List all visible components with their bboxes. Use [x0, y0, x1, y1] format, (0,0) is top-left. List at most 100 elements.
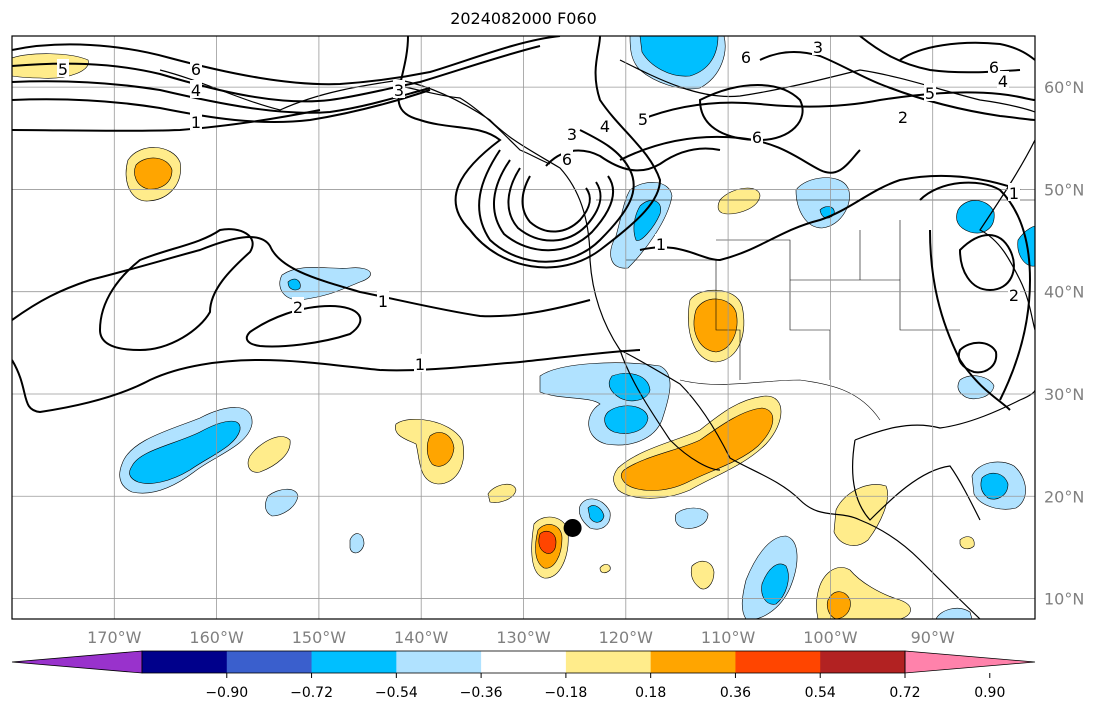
contour-label-bg — [997, 71, 1009, 89]
contour-label-bg — [897, 107, 909, 125]
colorbar-tick-label: 0.90 — [974, 685, 1005, 701]
colorbar-outline — [141, 650, 906, 674]
anomaly-positive — [426, 432, 455, 467]
coastlines — [159, 59, 1035, 619]
contour-label: 6 — [562, 150, 572, 169]
lon-tick-label: 120°W — [599, 628, 654, 647]
lon-tick-label: 100°W — [803, 628, 858, 647]
colorbar-tick-label: −0.90 — [205, 685, 248, 701]
anomaly-positive — [134, 157, 173, 190]
anomaly-negative — [129, 420, 241, 484]
contour-line — [12, 349, 641, 414]
contour-label: 1 — [1009, 184, 1019, 203]
colorbar-extend-low — [11, 650, 143, 674]
anomaly-negative — [587, 505, 605, 523]
anomaly-positive — [12, 53, 89, 79]
storm-marker — [563, 518, 582, 537]
contour-line — [639, 174, 1021, 262]
anomaly-positive — [538, 530, 557, 554]
contour-label-bg — [393, 80, 405, 98]
contour-label: 2 — [1009, 286, 1019, 305]
contour-label-bg — [1008, 183, 1020, 201]
lat-tick-label: 10°N — [1044, 590, 1084, 609]
contour-label-bg — [812, 37, 824, 55]
contour-label-bg — [190, 112, 202, 130]
contour-label: 5 — [58, 60, 68, 79]
colorbar-segment — [396, 651, 482, 673]
contour-label: 6 — [989, 58, 999, 77]
colorbar-tick-label: −0.36 — [460, 685, 503, 701]
lat-tick-label: 40°N — [1044, 283, 1084, 302]
anomaly-positive — [487, 483, 517, 503]
contour-line — [619, 135, 861, 174]
contour-label: 6 — [191, 60, 201, 79]
contour-label-bg — [561, 149, 573, 167]
contour-line — [12, 80, 431, 114]
map-title: 2024082000 F060 — [450, 9, 597, 28]
longitude-ticks: 170°W 160°W 150°W 140°W 130°W 120°W 110°W 100°W… — [87, 628, 955, 647]
contour-label: 4 — [191, 81, 201, 100]
anomaly-positive — [693, 298, 738, 353]
contour-label: 2 — [293, 298, 303, 317]
anomaly-positive — [959, 536, 975, 550]
contour-line — [12, 45, 541, 103]
gridlines — [12, 36, 1035, 619]
anomaly-positive — [717, 187, 761, 215]
contour-label-bg — [190, 59, 202, 77]
contour-label: 1 — [378, 292, 388, 311]
lon-tick-label: 130°W — [496, 628, 551, 647]
colorbar-segment — [481, 651, 567, 673]
contour-label: 4 — [600, 117, 610, 136]
contour-line — [98, 228, 254, 352]
colorbar-segment — [565, 651, 652, 673]
colorbar-tick-label: −0.18 — [544, 685, 587, 701]
anomaly-negative — [956, 200, 995, 234]
anomaly-negative — [349, 533, 365, 554]
lon-tick-label: 90°W — [911, 628, 955, 647]
anomaly-negative — [639, 36, 719, 77]
contour-line — [12, 236, 591, 321]
lon-tick-label: 160°W — [189, 628, 244, 647]
colorbar-tick-label: 0.36 — [720, 685, 751, 701]
colorbar: −0.90 −0.72 −0.54 −0.36 −0.18 0.18 0.36 0.54 0.7… — [11, 650, 1036, 701]
colorbar-tick-label: 0.54 — [805, 685, 836, 701]
contour-label-bg — [190, 80, 202, 98]
lat-tick-label: 50°N — [1044, 180, 1084, 199]
latitude-ticks: 10°N 20°N 30°N 40°N 50°N 60°N — [1044, 78, 1084, 608]
contour-label: 4 — [998, 72, 1008, 91]
contour-label: 3 — [813, 38, 823, 57]
contour-label: 6 — [752, 128, 762, 147]
colorbar-segment — [820, 651, 906, 673]
colorbar-tick-label: −0.54 — [375, 685, 418, 701]
contour-label-bg — [740, 47, 752, 65]
contour-label-bg — [637, 109, 649, 127]
colorbar-tick-label: 0.18 — [635, 685, 666, 701]
contour-line — [493, 159, 615, 252]
contour-label-bg — [414, 354, 426, 372]
contour-line — [12, 89, 431, 124]
contour-line — [521, 175, 591, 233]
contour-line — [12, 36, 561, 86]
contour-label-bg — [1008, 285, 1020, 303]
contour-label-bg — [57, 59, 69, 77]
contour-line — [478, 129, 635, 263]
contour-label: 1 — [415, 355, 425, 374]
lat-tick-label: 60°N — [1044, 78, 1084, 97]
anomaly-positive — [599, 564, 611, 574]
contour-label-bg — [599, 116, 611, 134]
contour-label: 1 — [656, 235, 666, 254]
lon-tick-label: 170°W — [87, 628, 142, 647]
contour-line — [397, 36, 662, 269]
lon-tick-label: 150°W — [292, 628, 347, 647]
contour-label-bg — [566, 124, 578, 142]
contour-line — [639, 91, 1035, 121]
map-frame — [11, 35, 1036, 620]
colorbar-segment — [311, 651, 397, 673]
contour-line — [929, 229, 1011, 411]
contour-line — [957, 341, 998, 374]
contour-label: 2 — [898, 108, 908, 127]
contour-line — [12, 109, 321, 132]
